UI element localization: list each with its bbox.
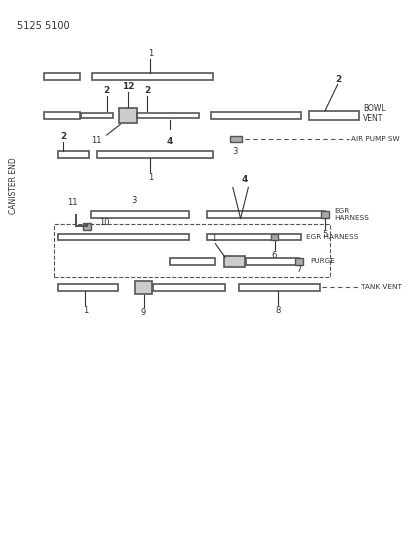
Text: 4: 4 — [241, 174, 248, 183]
Text: TANK VENT: TANK VENT — [361, 285, 402, 290]
Text: EGR HARNESS: EGR HARNESS — [306, 234, 358, 240]
Text: 4: 4 — [166, 137, 173, 146]
Text: 11: 11 — [67, 198, 78, 207]
Text: 2: 2 — [104, 86, 110, 95]
Text: 10: 10 — [100, 218, 110, 227]
Bar — [321, 211, 329, 218]
Bar — [271, 233, 278, 240]
Text: 1: 1 — [83, 306, 88, 315]
Text: 2: 2 — [144, 86, 151, 95]
Text: 6: 6 — [272, 252, 277, 261]
Text: 5125 5100: 5125 5100 — [18, 21, 70, 30]
Text: BOWL
VENT: BOWL VENT — [363, 104, 386, 124]
Bar — [295, 258, 303, 264]
Text: AIR PUMP SW: AIR PUMP SW — [351, 136, 400, 142]
Bar — [83, 223, 91, 230]
Text: 3: 3 — [232, 147, 237, 156]
Bar — [135, 280, 152, 294]
Text: 2: 2 — [335, 75, 342, 84]
Text: 9: 9 — [141, 308, 146, 317]
Text: 3: 3 — [131, 196, 137, 205]
Text: 11: 11 — [91, 136, 102, 145]
Text: 5: 5 — [322, 230, 328, 239]
Bar — [224, 256, 246, 266]
Bar — [230, 136, 242, 142]
Text: 7: 7 — [296, 265, 302, 274]
Text: EGR
HARNESS: EGR HARNESS — [335, 208, 370, 221]
Text: 1: 1 — [148, 173, 153, 182]
Bar — [119, 108, 137, 124]
Text: 8: 8 — [276, 306, 281, 315]
Text: 2: 2 — [60, 132, 66, 141]
Text: 12: 12 — [122, 83, 134, 91]
Text: PURGE: PURGE — [310, 258, 335, 264]
Text: 1: 1 — [148, 50, 153, 59]
Text: 1: 1 — [211, 234, 216, 243]
Text: CANISTER END: CANISTER END — [9, 157, 18, 214]
